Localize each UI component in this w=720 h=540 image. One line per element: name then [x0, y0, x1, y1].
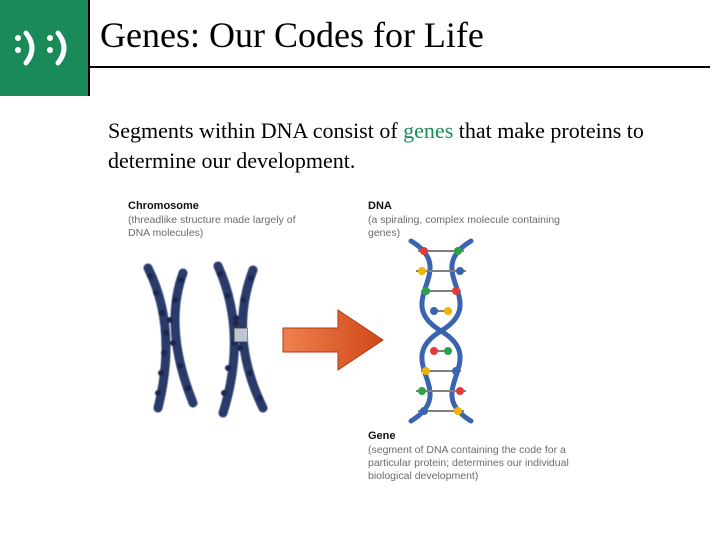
- gene-label: Gene (segment of DNA containing the code…: [368, 430, 598, 483]
- chromosome-label: Chromosome (threadlike structure made la…: [128, 200, 308, 240]
- arrow-icon: [278, 300, 388, 380]
- genes-diagram: Chromosome (threadlike structure made la…: [128, 200, 598, 500]
- subtitle-emphasis: genes: [403, 118, 453, 143]
- chromosome-icon: [128, 258, 288, 428]
- chromosome-label-desc: (threadlike structure made largely of DN…: [128, 214, 296, 239]
- page-title: Genes: Our Codes for Life: [100, 14, 700, 64]
- dna-label-title: DNA: [368, 200, 392, 212]
- dna-helix-icon: [386, 236, 496, 436]
- zoom-box-icon: [234, 328, 248, 342]
- header-vertical-rule: [88, 0, 90, 96]
- title-area: Genes: Our Codes for Life: [100, 14, 700, 84]
- chromosome-label-title: Chromosome: [128, 200, 199, 212]
- gene-label-desc: (segment of DNA containing the code for …: [368, 444, 569, 482]
- subtitle-pre: Segments within DNA consist of: [108, 118, 403, 143]
- dna-label: DNA (a spiraling, complex molecule conta…: [368, 200, 588, 240]
- smiley-logo-icon: [10, 28, 80, 68]
- title-underline: [90, 66, 710, 68]
- logo-sidebar: [0, 0, 90, 96]
- subtitle-text: Segments within DNA consist of genes tha…: [108, 116, 688, 175]
